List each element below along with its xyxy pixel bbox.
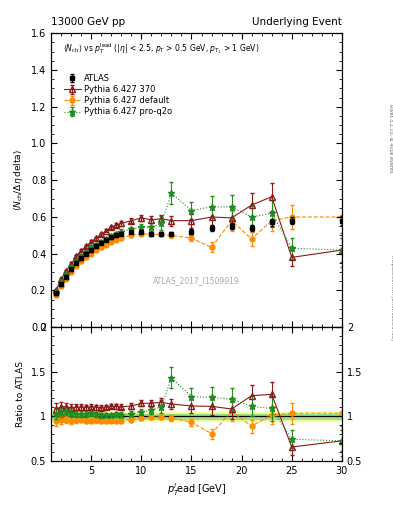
Text: 13000 GeV pp: 13000 GeV pp <box>51 16 125 27</box>
Legend: ATLAS, Pythia 6.427 370, Pythia 6.427 default, Pythia 6.427 pro-q2o: ATLAS, Pythia 6.427 370, Pythia 6.427 de… <box>64 74 172 116</box>
Text: ATLAS_2017_I1509919: ATLAS_2017_I1509919 <box>153 275 240 285</box>
X-axis label: $p_T^l\!$ead [GeV]: $p_T^l\!$ead [GeV] <box>167 481 226 498</box>
Text: Underlying Event: Underlying Event <box>252 16 342 27</box>
Text: Rivet 3.1.10, ≥ 400k events: Rivet 3.1.10, ≥ 400k events <box>388 104 393 173</box>
Text: $\langle N_\mathrm{ch}\rangle$ vs $p_T^\mathrm{lead}$ ($|\eta|$ < 2.5, $p_\mathr: $\langle N_\mathrm{ch}\rangle$ vs $p_T^\… <box>63 40 259 56</box>
Bar <box>51 412 342 421</box>
Bar <box>51 414 342 419</box>
Y-axis label: $\langle N_\mathrm{ch}/ \Delta\eta\,\mathrm{delta}\rangle$: $\langle N_\mathrm{ch}/ \Delta\eta\,\mat… <box>12 150 25 211</box>
Y-axis label: Ratio to ATLAS: Ratio to ATLAS <box>16 361 25 427</box>
Text: mcplots.cern.ch [arXiv:1306.3436]: mcplots.cern.ch [arXiv:1306.3436] <box>390 254 393 339</box>
